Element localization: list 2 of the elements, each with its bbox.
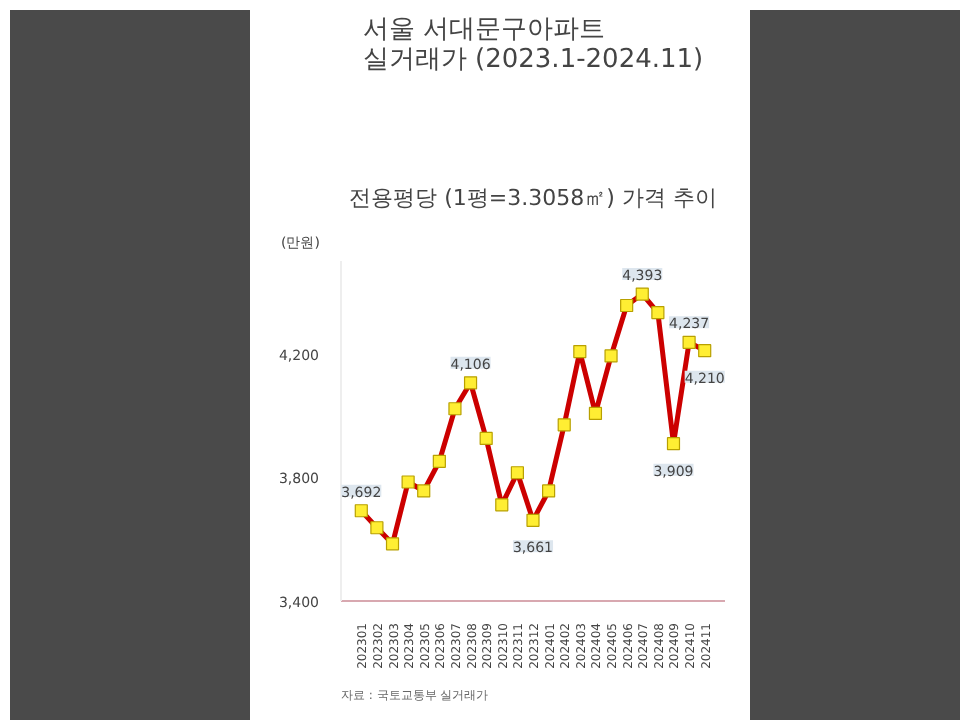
chart-title: 서울 서대문구아파트 실거래가 (2023.1-2024.11) (362, 15, 704, 75)
chart-subtitle: 전용평당 (1평=3.3058㎡) 가격 추이 (349, 185, 717, 211)
